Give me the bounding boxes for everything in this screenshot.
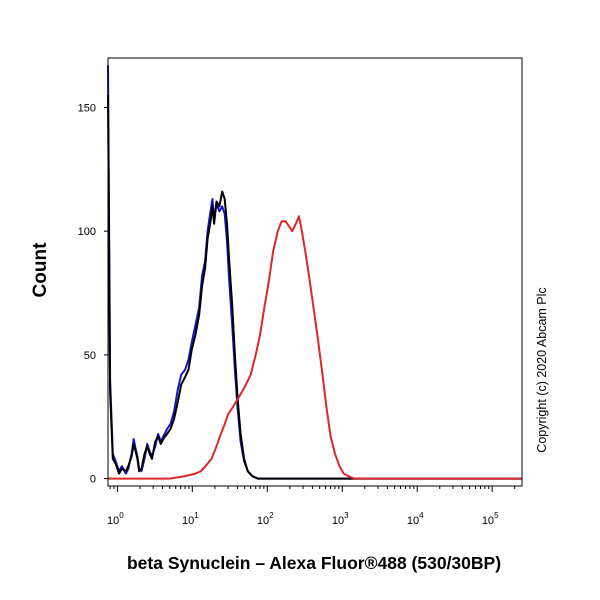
- series-layer: [107, 65, 522, 480]
- copyright-notice: Copyright (c) 2020 Abcam Plc: [535, 287, 549, 452]
- y-tick-label: 100: [78, 226, 96, 238]
- x-tick-label: 103: [332, 511, 349, 527]
- x-tick-label: 101: [182, 511, 199, 527]
- y-tick-label: 150: [78, 102, 96, 114]
- x-axis-ticks: 100 101 102 103 104 105: [107, 486, 516, 527]
- y-axis-label: Count: [30, 242, 51, 298]
- x-tick-label: 100: [107, 511, 124, 527]
- x-tick-label: 102: [257, 511, 274, 527]
- x-tick-label: 104: [407, 511, 424, 527]
- x-tick-label: 105: [482, 511, 499, 527]
- y-tick-label: 0: [90, 474, 96, 486]
- series-line-red: [108, 215, 522, 480]
- plot-frame: [107, 57, 523, 487]
- series-line-blue: [107, 65, 522, 480]
- series-line-black: [107, 95, 522, 480]
- x-axis-label: beta Synuclein – Alexa Fluor®488 (530/30…: [127, 553, 501, 573]
- y-tick-label: 50: [84, 350, 96, 362]
- y-axis-ticks: 0 50 100 150: [78, 102, 108, 486]
